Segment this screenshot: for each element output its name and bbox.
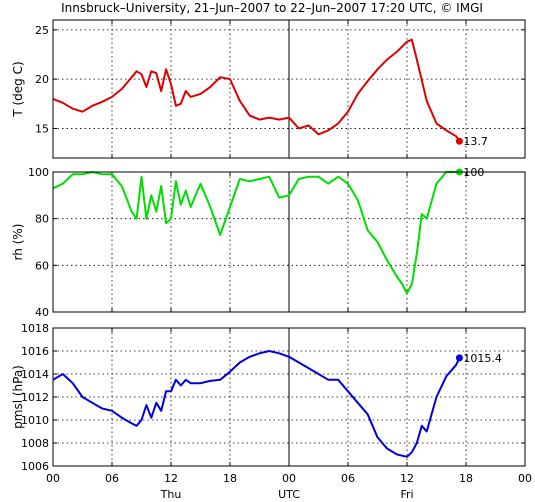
x-day-label: UTC: [278, 488, 300, 501]
panel-temperature: 15 20 25 T (deg C) 13.7: [11, 19, 526, 159]
x-day-label: Fri: [400, 488, 413, 501]
y-tick-label: 20: [35, 73, 49, 86]
x-tick-label: 12: [164, 472, 178, 485]
x-tick-label: 18: [459, 472, 473, 485]
series-line-pressure: [52, 350, 461, 458]
last-value-point: [455, 137, 463, 145]
y-tick-label: 80: [35, 213, 49, 226]
y-tick-label: 60: [35, 259, 49, 272]
y-tick-label: 1014: [21, 368, 49, 381]
x-tick-label: 18: [223, 472, 237, 485]
panel-frame: [52, 19, 526, 159]
y-axis-label: pmsl (hPa): [11, 365, 25, 429]
x-tick-label: 00: [46, 472, 60, 485]
y-tick-label: 1018: [21, 322, 49, 335]
y-axis-label: rh (%): [11, 224, 25, 261]
last-value-point: [455, 354, 463, 362]
last-value-label: 1015.4: [463, 352, 502, 365]
x-tick-label: 12: [400, 472, 414, 485]
y-tick-label: 1012: [21, 391, 49, 404]
y-tick-label: 100: [28, 166, 49, 179]
panel-frame: [52, 171, 526, 313]
panel-pressure: 1006 1008 1010 1012 1014 1016 1018 pmsl (hPa) 10…: [11, 322, 526, 473]
last-value-label: 13.7: [463, 135, 488, 148]
x-tick-label: 00: [518, 472, 532, 485]
y-tick-label: 40: [35, 306, 49, 319]
y-tick-label: 1010: [21, 414, 49, 427]
series-line-temperature: [52, 38, 461, 142]
y-tick-label: 1008: [21, 437, 49, 450]
x-tick-label: 00: [282, 472, 296, 485]
y-axis-label: T (deg C): [11, 61, 25, 117]
chart-title: Innsbruck–University, 21–Jun–2007 to 22–…: [61, 1, 483, 15]
series-line-humidity: [52, 171, 460, 295]
y-tick-label: 25: [35, 24, 49, 37]
y-tick-label: 15: [35, 122, 49, 135]
panel-frame: [52, 327, 526, 467]
y-tick-label: 1006: [21, 460, 49, 473]
x-day-label: Thu: [160, 488, 182, 501]
x-tick-label: 06: [341, 472, 355, 485]
y-tick-label: 1016: [21, 345, 49, 358]
x-tick-label: 06: [105, 472, 119, 485]
